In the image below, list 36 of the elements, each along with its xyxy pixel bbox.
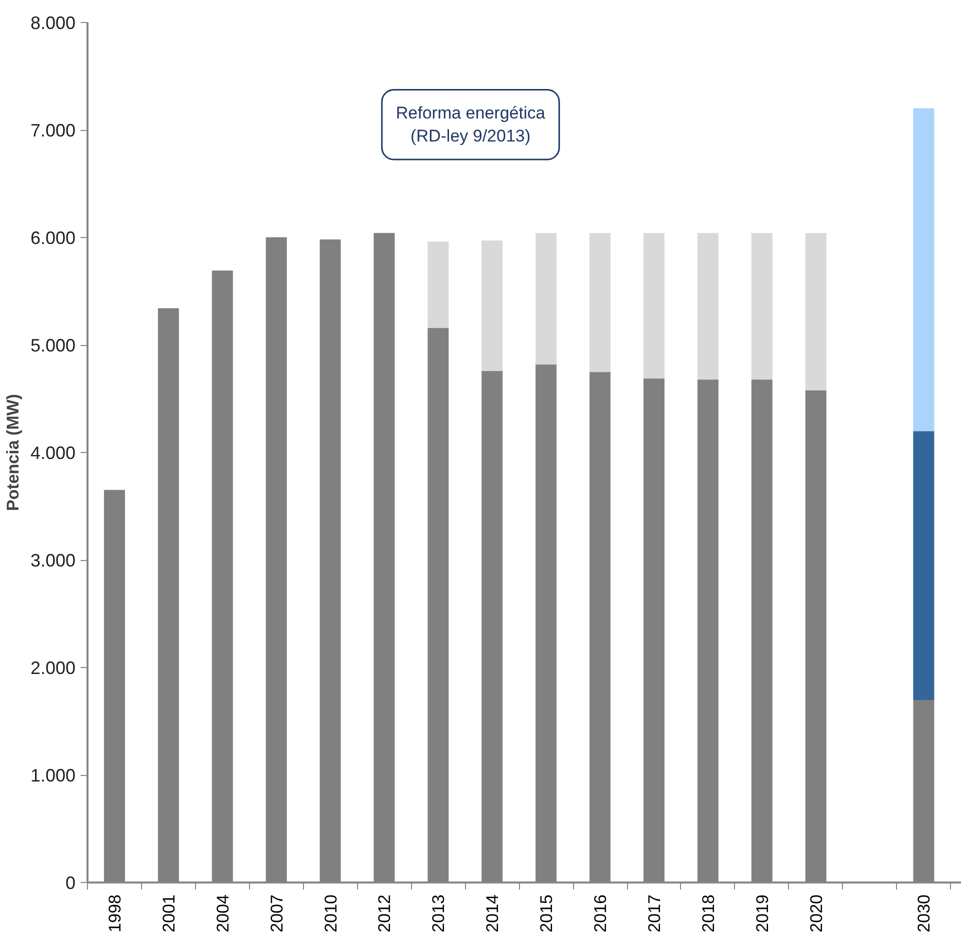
bar — [536, 232, 557, 365]
bar — [751, 232, 772, 380]
y-tick-label: 2.000 — [30, 658, 76, 678]
y-tick-label: 1.000 — [30, 766, 76, 786]
bar — [590, 232, 611, 372]
bar — [482, 240, 503, 372]
y-tick-label: 3.000 — [30, 550, 76, 570]
y-tick-label: 6.000 — [30, 228, 76, 248]
x-tick-label: 2020 — [806, 894, 826, 932]
x-tick-label: 2019 — [752, 894, 772, 932]
y-tick-label: 8.000 — [30, 13, 76, 33]
x-tick-label: 2004 — [213, 894, 232, 932]
annotation: Reforma energética (RD-ley 9/2013) — [396, 104, 546, 146]
x-tick-label: 1998 — [105, 894, 124, 932]
bar — [643, 232, 664, 379]
x-tick-label: 2007 — [267, 894, 286, 932]
x-tick-label: 2010 — [321, 894, 340, 932]
y-tick-label: 5.000 — [30, 336, 76, 356]
bar — [913, 108, 934, 432]
x-tick-label: 2017 — [644, 894, 664, 932]
bar — [913, 430, 934, 700]
y-tick-label: 7.000 — [30, 120, 76, 140]
x-tick-label: 2030 — [914, 894, 934, 932]
x-tick-label: 2001 — [159, 894, 178, 932]
bar — [428, 242, 449, 328]
x-tick-label: 2014 — [483, 894, 502, 932]
y-tick-label: 0 — [65, 873, 76, 893]
x-tick-label: 2015 — [537, 894, 556, 932]
y-tick-label: 4.000 — [30, 443, 76, 463]
x-tick-label: 2016 — [591, 894, 610, 932]
y-axis-title: Potencia (MW) — [3, 394, 22, 512]
x-tick-label: 2018 — [698, 894, 718, 932]
bar — [697, 232, 718, 380]
x-tick-label: 2012 — [375, 894, 394, 932]
x-tick-label: 2013 — [429, 894, 448, 932]
bar — [805, 232, 826, 390]
